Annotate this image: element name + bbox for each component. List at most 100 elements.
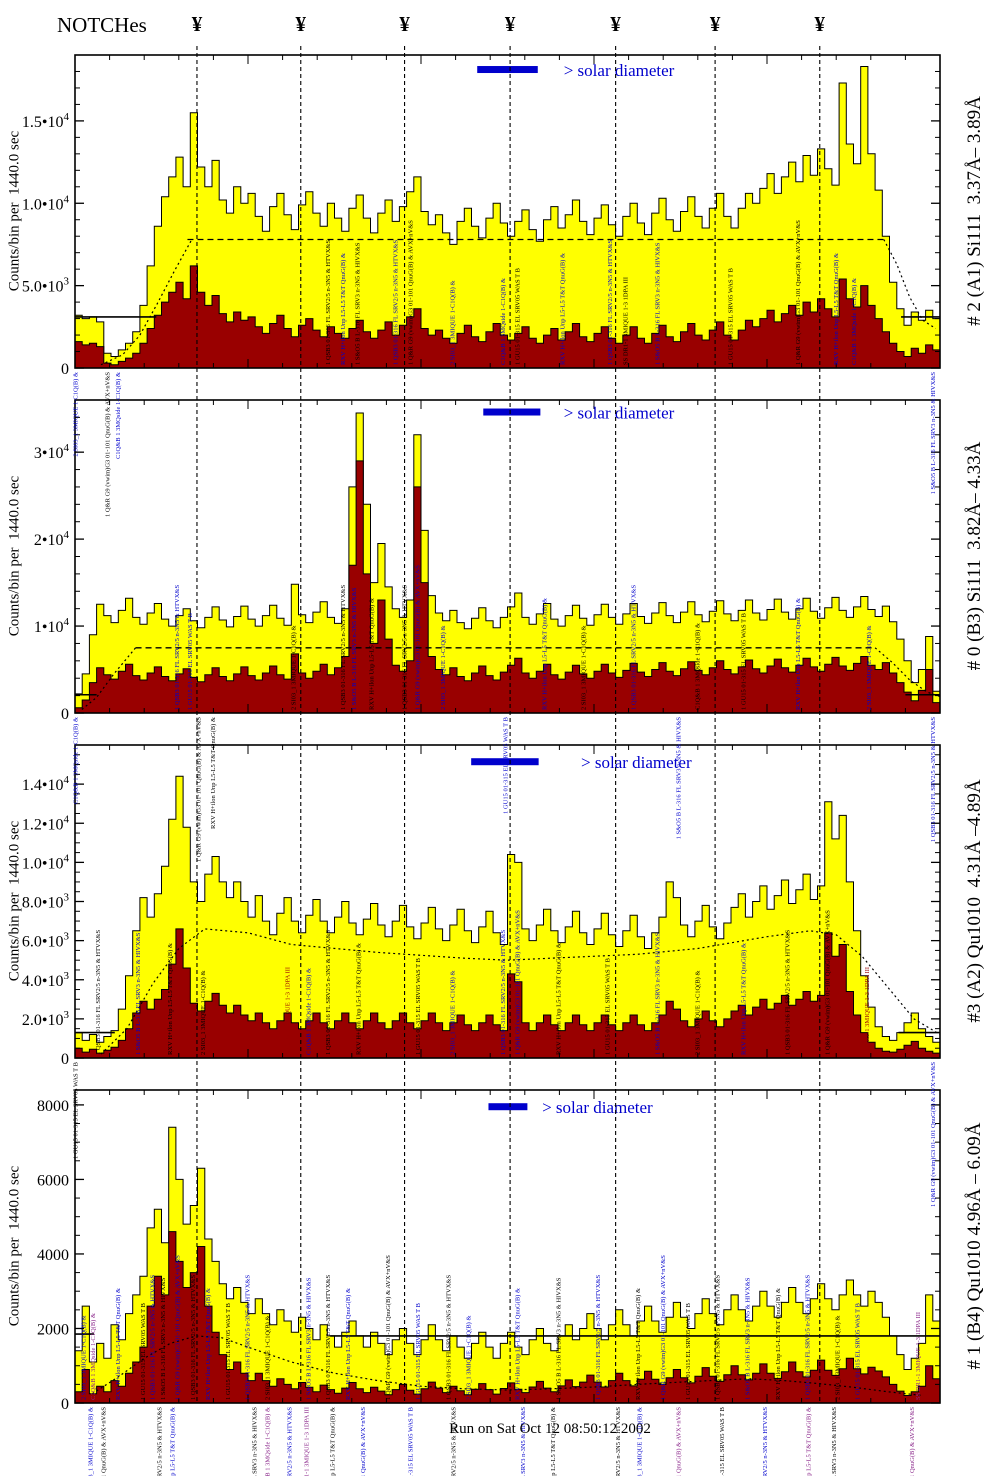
annotation-text: RXV H+ilon Unp L5-L5 T&T QnuG(B) & — [210, 717, 217, 829]
annotation-text: 1 QSB3 01-316 FL SRV2/5 n-3N5 & HTVX&S — [340, 585, 347, 710]
notch-marker: ¥ — [399, 12, 410, 36]
annotation-text: 2 SI03_1 3MIQUE 1-C1Q(B) & — [695, 971, 702, 1056]
annotation-text: 2 SI03_1 3MIQUE 1-C1Q(B) & — [80, 1316, 87, 1401]
annotation-text: 1 Q&R G9 (vwim)G3 01-101 QnuG(B) & AVX+n… — [676, 1407, 683, 1476]
annotation-text: 1 QSB3 01-316 FL SRV2/5 n-3N5 & HTVX&S — [631, 585, 638, 710]
notch-marker: ¥ — [504, 12, 516, 36]
y-tick-label: 8.0•103 — [22, 892, 70, 912]
annotation-text: 2 SI03_1 3MIQUE 1-C1Q(B) & — [450, 281, 457, 366]
annotation-text: RXV H+ilon Unp L5-L5 T&T QnuG(B) & — [345, 1288, 352, 1400]
annotation-text: 1 QSB3 01-316 FL SRV2/5 n-3N5 & HTVX&S — [445, 1275, 452, 1400]
annotation-text: 1 GU15 01-315 EL SRV05 WAS T B — [187, 612, 194, 710]
solar-diameter-legend-bar — [483, 408, 541, 416]
y-tick-label: 2000 — [37, 1321, 69, 1338]
histogram-maroon — [74, 460, 941, 714]
channel-label-panel-1: # 2 (A1) Si111 3.37Å– 3.89Å — [964, 96, 985, 326]
annotation-text: C1Q&B 1 3MQside 1-C1Q(B) & — [90, 1313, 97, 1400]
annotation-text: RXV H+ilon Unp L5-L5 T&T QnuG(B) & — [205, 1288, 212, 1400]
solar-diameter-legend-label: > solar diameter — [581, 753, 692, 772]
annotation-text: RXV H+ilon Unp L5-L5 T&T QnuG(B) & — [115, 1288, 122, 1400]
annotation-text: RXV H+ilon Unp L5-L5 T&T QnuG(B) & — [170, 1407, 177, 1476]
channel-label-panel-4: # 1 (B4) Qu1010 4.96Å – 6.09Å — [964, 1122, 985, 1370]
annotation-text: 1 GU15 01-315 EL SRV05 WAS T B — [740, 612, 747, 710]
annotation-text: 1 QSB3 01-316 FL SRV2/5 n-3N5 & HTVX&S — [174, 585, 181, 710]
annotation-text: 1 Q&R G9 (vwim)G3 01-101 QnuG(B) & AVX+n… — [515, 910, 522, 1055]
panel-1: 0 5.0•103 1.0•104 1.5•104 > solar diameter — [22, 54, 941, 378]
annotation-text: 1 GU15 01-315 EL SRV05 WAS T B — [719, 1406, 726, 1476]
annotation-text: 1 GU15 01-315 EL SRV05 WAS T B — [855, 1302, 862, 1400]
annotation-text: 1 Q&R G9 (vwim)G3 01-101 QnuG(B) & AVX+n… — [100, 1407, 107, 1476]
annotation-text: 1 QSB3 01-316 FL SRV2/5 n-3N5 & HTVX&S — [615, 1407, 622, 1476]
y-tick-label: 1•104 — [34, 616, 70, 636]
channel-label-panel-3: #3 (A2) Qu1010 4.31Å –4.89Å — [964, 779, 985, 1023]
annotation-text: RXV H+ilon Unp L5-L5 T&T QnuG(B) & — [330, 1407, 337, 1476]
y-tick-label: 4000 — [37, 1247, 69, 1264]
annotation-text: 1 GU15 01-315 EL SRV05 WAS T B — [73, 1061, 80, 1159]
annotation-text: 1 Q&R G9 (vwim)G3 01-101 QnuG(B) & AVX+n… — [909, 1407, 916, 1476]
annotation-text: RXV H+ilon Unp L5-L5 T&T QnuG(B) & — [805, 1407, 812, 1476]
annotation-text: 1 S&O5 B L-316 FL SRV3 n-3N5 & HIVX&S — [831, 1407, 838, 1476]
annotations: 2 SI03_1 3MIQUE 1-C1Q(B) & 1 Q&R G9 (vwim… — [73, 220, 937, 1476]
annotation-text: 1 GU15 01-315 EL SRV05 WAS T B — [140, 1302, 147, 1400]
annotation-text: 1 GU15 01-315 EL SRV05 WAS T B — [225, 1302, 232, 1400]
envelope-curve — [81, 647, 137, 710]
annotation-text: 1 S&O5 B L-316 FL SRV3 n-3N5 & HIVX&S — [351, 587, 358, 710]
y-tick-label: 6000 — [37, 1172, 69, 1189]
annotation-text: 1 QSB3 01-316 FL SRV2/5 n-3N5 & HTVX&S — [714, 1275, 721, 1400]
annotation-text: RXV H+ilon Unp L5-L5 T&T QnuG(B) & — [833, 253, 840, 365]
annotation-text: 2 SI03_1 3MIQUE 1-C1Q(B) & — [450, 971, 457, 1056]
annotation-text: 1 QSB3 01-316 FL SRV2/5 n-3N5 & HTVX&S — [804, 1275, 811, 1400]
annotation-text: 1 GU15 01-315 EL SRV05 WAS T B — [605, 957, 612, 1055]
histogram-yellow — [74, 775, 941, 1059]
annotation-text: 1 QSB3 01-316 FL SRV2/5 n-3N5 & HTVX&S — [286, 1407, 293, 1476]
histogram-maroon — [74, 1231, 941, 1404]
annotation-text: RXV H+ilon Unp L5-L5 T&T QnuG(B) & — [515, 1288, 522, 1400]
annotation-text: 1 GU15 01-315 EL SRV05 WAS T B — [407, 1406, 414, 1476]
notches-title: NOTCHes — [57, 13, 147, 37]
annotation-text: 2 SI03_1 3MIQUE 1-C1Q(B) & — [200, 971, 207, 1056]
y-tick-label: 3•104 — [34, 442, 70, 462]
annotation-text: 1 QSB3 01-316 FL SRV2/5 n-3N5 & HTVX&S — [785, 930, 792, 1055]
y-tick-label: 0 — [61, 1396, 69, 1413]
y-axis-label-panel-3: Counts/bin per 1440.0 sec — [6, 820, 23, 982]
annotation-text: 1 QSB3 01-316 FL SRV2/5 n-3N5 & HTVX&S — [500, 930, 507, 1055]
solar-diameter-legend-bar — [477, 66, 538, 74]
annotation-text: 1 QSB3 01-316 FL SRV2/5 n-3N5 & HTVX&S — [401, 585, 408, 710]
annotation-text: 1 Q&R G9 (vwim)G3 01-101 QnuG(B) & AVX+n… — [930, 1062, 937, 1207]
annotation-text: 1 S&O5 B L-316 FL SRV3 n-3N5 & HIVX&S — [252, 1407, 259, 1476]
annotation-text: 1 QSB3 01-316 FL SRV2/5 n-3N5 & HTVX&S — [451, 1407, 458, 1476]
y-tick-label: 2•104 — [34, 529, 70, 549]
annotation-text: 1 QSB3 01-316 FL SRV2/5 n-3N5 & HTVX&S — [325, 930, 332, 1055]
annotation-text: RXV H+ilon Unp L5-L5 T&T QnuG(B) & — [368, 598, 375, 710]
y-tick-label: 0 — [61, 1051, 69, 1068]
panel-4: 0 2000 4000 6000 8000 > solar diameter — [37, 1089, 941, 1413]
annotation-text: 1 QSB3 01-316 FL SRV2/5 n-3N5 & HTVX&S — [393, 240, 400, 365]
annotation-text: 1 GU15 01-315 EL SRV05 WAS T B — [685, 1302, 692, 1400]
y-tick-label: 1.5•104 — [22, 111, 70, 131]
annotation-text: 1 QSB3 01-316 FL SRV2/5 n-3N5 & HTVX&S — [325, 1275, 332, 1400]
histogram-yellow — [74, 1126, 941, 1404]
notch-marker: ¥ — [191, 12, 203, 36]
annotation-text: 1 Q&R G9 (vwim)G3 01-101 QnuG(B) & AVX+n… — [824, 910, 831, 1055]
annotation-text: SS DR1-1 3MIQUE 1-3 1DPA III — [623, 277, 630, 365]
annotation-text: C1Q&B 1 3MQside 1-C1Q(B) & — [265, 1407, 272, 1476]
annotation-text: RXV H+ilon Unp L5-L5 T&T QnuG(B) & — [167, 943, 174, 1055]
annotation-text: 1 GU15 01-315 EL SRV05 WAS T B — [727, 267, 734, 365]
solar-diameter-legend-label: > solar diameter — [564, 404, 675, 423]
y-tick-label: 1.0•104 — [22, 193, 70, 213]
y-tick-label: 5.0•103 — [22, 276, 70, 296]
y-tick-label: 4.0•103 — [22, 970, 70, 990]
annotation-text: 2 SI03_1 3MIQUE 1-C1Q(B) & — [265, 1316, 272, 1401]
annotation-text: 1 QSB3 01-316 FL SRV2/5 n-3N5 & HTVX&S — [325, 240, 332, 365]
annotation-text: 1 S&O5 B L-316 FL SRV3 n-3N5 & HIVX&S — [355, 242, 362, 365]
notch-marker: ¥ — [610, 12, 621, 36]
annotation-text: 1 S&O5 B L-316 FL SRV3 n-3N5 & HIVX&S — [135, 932, 142, 1055]
annotation-text: 1 QSB3 01-316 FL SRV2/5 n-3N5 & HTVX&S — [95, 930, 102, 1055]
annotation-text: 1 QSB3 01-316 FL SRV2/5 n-3N5 & HTVX&S — [595, 1275, 602, 1400]
solar-diameter-legend-bar — [471, 758, 539, 766]
annotation-text: 1 S&O5 B L-316 FL SRV3 n-3N5 & HIVX&S — [520, 1407, 527, 1476]
annotation-text: C1Q&B 1 3MQside 1-C1Q(B) & — [851, 278, 858, 365]
annotation-text: 1 QSB3 01-316 FL SRV2/5 n-3N5 & HTVX&S — [607, 240, 614, 365]
annotation-text: 2 SI03_1 3MIQUE 1-C1Q(B) & — [866, 626, 873, 711]
